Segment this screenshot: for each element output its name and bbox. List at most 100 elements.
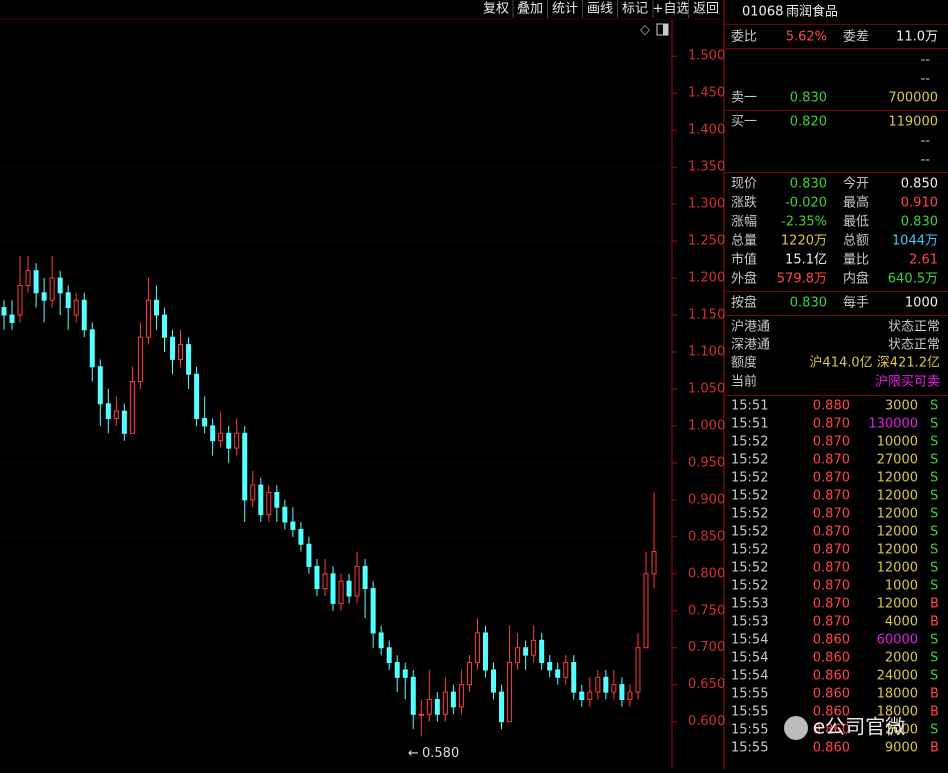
stat-value: 0.830 xyxy=(790,296,827,311)
level-price: 0.830 xyxy=(790,91,827,106)
trade-time: 15:53 xyxy=(731,597,768,612)
stat-label: 每手 xyxy=(843,295,869,311)
toolbar-button[interactable]: 统计 xyxy=(552,2,578,17)
bar-body xyxy=(105,403,111,420)
stat-value: -0.020 xyxy=(785,196,827,211)
trade-side: S xyxy=(930,633,938,648)
trade-time: 15:52 xyxy=(731,543,768,558)
trade-price: 0.870 xyxy=(813,471,850,486)
layout-icon-fill xyxy=(663,24,668,35)
stat-label: 今开 xyxy=(843,176,869,192)
y-tick-label: 0.650 xyxy=(688,677,725,692)
trade-price: 0.870 xyxy=(813,597,850,612)
bar-body xyxy=(113,410,119,420)
connect-label: 沪港通 xyxy=(731,319,770,335)
connect-label: 额度 xyxy=(731,355,757,371)
trade-time: 15:55 xyxy=(731,723,768,738)
trade-price: 0.860 xyxy=(813,741,850,756)
toolbar-button[interactable]: +自选 xyxy=(653,2,690,17)
bar-body xyxy=(202,418,208,427)
bar-body xyxy=(153,299,159,316)
trade-time: 15:52 xyxy=(731,507,768,522)
bar-body xyxy=(458,684,464,708)
toolbar-button[interactable]: 返回 xyxy=(693,2,719,17)
level-label: 买一 xyxy=(731,115,757,130)
watermark-icon xyxy=(784,716,808,740)
connect-value: 沪限买可卖 xyxy=(875,374,940,390)
bar-body xyxy=(234,432,240,449)
stat-value: 0.910 xyxy=(901,196,938,211)
bar-body xyxy=(242,432,248,501)
y-tick-label: 0.800 xyxy=(688,566,725,581)
trade-time: 15:52 xyxy=(731,579,768,594)
connect-value: 沪414.0亿 深421.2亿 xyxy=(809,355,940,371)
bar-body xyxy=(507,662,513,723)
bar-body xyxy=(579,691,585,700)
bar-body xyxy=(442,691,448,715)
trade-price: 0.870 xyxy=(813,561,850,576)
bar-body xyxy=(635,647,641,693)
trade-side: S xyxy=(930,561,938,576)
bar-body xyxy=(65,292,71,309)
bar-body xyxy=(611,684,617,693)
stock-name: 雨润食品 xyxy=(786,4,838,20)
bar-body xyxy=(619,684,625,700)
stat-label: 总额 xyxy=(843,234,869,249)
toolbar-button[interactable]: 叠加 xyxy=(517,2,543,17)
trade-volume: 3000 xyxy=(885,399,918,414)
y-tick-label: 1.100 xyxy=(688,344,725,359)
stat-value: 1000 xyxy=(905,296,938,311)
bar-body xyxy=(290,521,296,530)
trade-time: 15:55 xyxy=(731,705,768,720)
bar-body xyxy=(194,373,200,420)
bar-body xyxy=(482,632,488,671)
trade-side: S xyxy=(930,489,938,504)
toolbar-button[interactable]: 标记 xyxy=(622,2,648,17)
trade-volume: 60000 xyxy=(877,633,918,648)
trade-price: 0.860 xyxy=(813,705,850,720)
connect-label: 当前 xyxy=(731,374,757,390)
trade-volume: 12000 xyxy=(877,507,918,522)
low-marker-label: 0.580 xyxy=(422,746,459,761)
bar-body xyxy=(81,299,87,331)
y-tick-label: 1.500 xyxy=(688,49,725,64)
trade-volume: 12000 xyxy=(877,489,918,504)
trade-side: S xyxy=(930,453,938,468)
trade-time: 15:53 xyxy=(731,615,768,630)
bar-body xyxy=(17,284,23,316)
trade-volume: 10000 xyxy=(877,435,918,450)
bar-body xyxy=(186,344,192,375)
low-arrow: ← xyxy=(408,746,419,761)
trade-price: 0.870 xyxy=(813,507,850,522)
y-tick-label: 1.400 xyxy=(688,123,725,138)
bar-body xyxy=(274,491,280,508)
trade-side: S xyxy=(930,579,938,594)
bar-body xyxy=(266,491,272,516)
bar-body xyxy=(651,551,657,575)
trade-side: S xyxy=(930,669,938,684)
trade-volume: 4000 xyxy=(885,615,918,630)
bar-body xyxy=(539,639,545,664)
level-volume: -- xyxy=(921,134,931,149)
trade-price: 0.870 xyxy=(813,525,850,540)
bar-body xyxy=(362,565,368,590)
trade-volume: 12000 xyxy=(877,543,918,558)
bar-body xyxy=(25,270,31,286)
bar-body xyxy=(466,662,472,686)
bar-body xyxy=(531,639,537,656)
toolbar-button[interactable]: 画线 xyxy=(587,2,613,17)
stat-value: 15.1亿 xyxy=(785,253,827,268)
y-tick-label: 0.900 xyxy=(688,492,725,507)
stat-label: 量比 xyxy=(843,253,869,268)
bar-body xyxy=(129,381,135,434)
diamond-icon[interactable]: ◇ xyxy=(640,23,650,38)
bar-body xyxy=(218,432,224,442)
level-label: 卖一 xyxy=(731,91,757,106)
trade-price: 0.860 xyxy=(813,723,850,738)
bar-body xyxy=(161,314,167,338)
trade-price: 0.860 xyxy=(813,651,850,666)
toolbar-button[interactable]: 复权 xyxy=(483,1,509,17)
